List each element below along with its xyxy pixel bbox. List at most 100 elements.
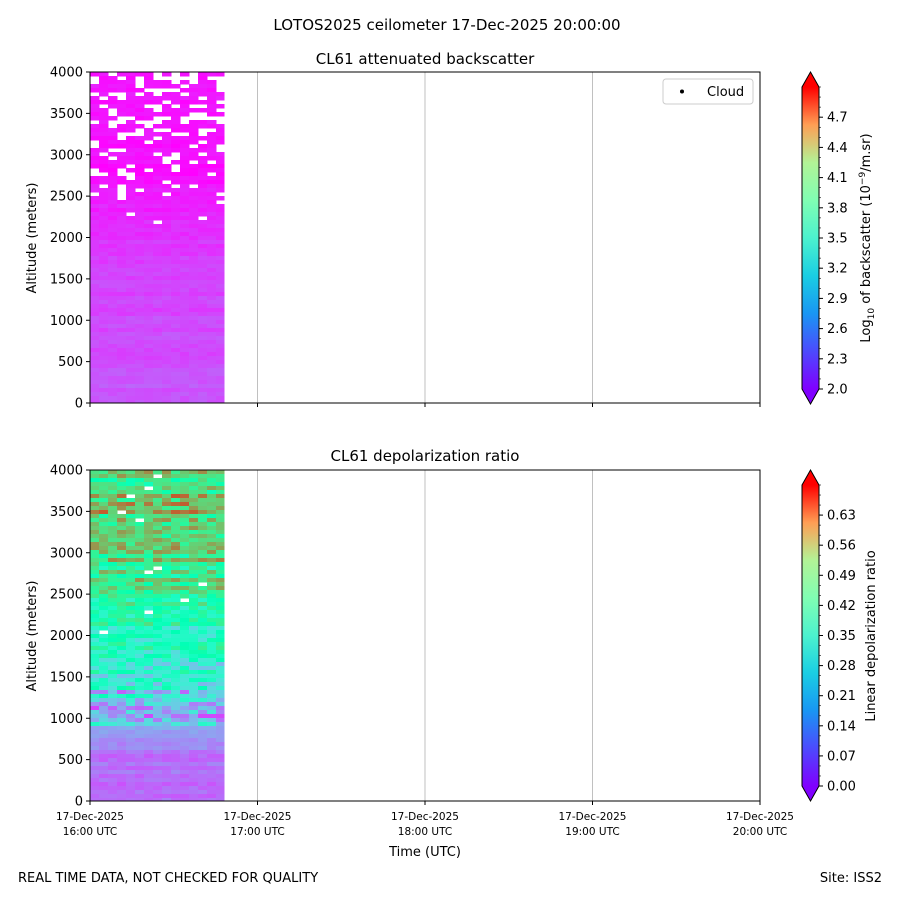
heatmap-cell bbox=[90, 514, 100, 519]
heatmap-cell bbox=[153, 148, 163, 153]
heatmap-cell bbox=[198, 530, 208, 535]
heatmap-cell bbox=[198, 702, 208, 707]
x-tick-label-time: 19:00 UTC bbox=[565, 826, 619, 838]
heatmap-cell bbox=[198, 160, 208, 165]
heatmap-cell bbox=[207, 368, 217, 373]
colorbar-tick-label: 0.14 bbox=[827, 719, 856, 734]
heatmap-cell bbox=[117, 204, 127, 209]
heatmap-cell bbox=[189, 582, 199, 587]
heatmap-cell bbox=[117, 152, 127, 157]
heatmap-cell bbox=[108, 280, 118, 285]
heatmap-cell bbox=[180, 292, 190, 297]
heatmap-cell bbox=[171, 204, 181, 209]
heatmap-cell bbox=[207, 518, 217, 523]
heatmap-cell bbox=[162, 228, 172, 233]
heatmap-cell bbox=[90, 482, 100, 487]
heatmap-cell bbox=[216, 714, 225, 719]
heatmap-cell bbox=[99, 204, 109, 209]
heatmap-cell bbox=[189, 726, 199, 731]
heatmap-cell bbox=[144, 112, 154, 117]
heatmap-cell bbox=[198, 678, 208, 683]
heatmap-cell bbox=[108, 654, 118, 659]
heatmap-cell bbox=[144, 292, 154, 297]
heatmap-cell bbox=[180, 602, 190, 607]
heatmap-cell bbox=[108, 136, 118, 141]
heatmap-cell bbox=[153, 726, 163, 731]
heatmap-cell bbox=[153, 216, 163, 221]
heatmap-cell bbox=[135, 364, 145, 369]
heatmap-cell bbox=[171, 762, 181, 767]
heatmap-cell bbox=[108, 224, 118, 229]
heatmap-cell bbox=[162, 296, 172, 301]
heatmap-cell bbox=[153, 328, 163, 333]
heatmap-cell bbox=[126, 698, 136, 703]
heatmap-cell bbox=[135, 184, 145, 189]
heatmap-cell bbox=[135, 392, 145, 397]
heatmap-cell bbox=[126, 308, 136, 313]
heatmap-cell bbox=[207, 100, 217, 105]
heatmap-cell bbox=[216, 778, 225, 783]
heatmap-cell bbox=[126, 192, 136, 197]
cb-label-sub: 10 bbox=[867, 308, 877, 320]
heatmap-cell bbox=[99, 108, 109, 113]
heatmap-cell bbox=[135, 478, 145, 483]
heatmap-cell bbox=[144, 754, 154, 759]
heatmap-cell bbox=[153, 706, 163, 711]
heatmap-cell bbox=[162, 236, 172, 241]
heatmap-cell bbox=[216, 678, 225, 683]
heatmap-cell bbox=[90, 300, 100, 305]
heatmap-cell bbox=[90, 738, 100, 743]
heatmap-cell bbox=[189, 650, 199, 655]
heatmap-cell bbox=[153, 482, 163, 487]
heatmap-cell bbox=[99, 762, 109, 767]
heatmap-cell bbox=[171, 192, 181, 197]
heatmap-cell bbox=[198, 590, 208, 595]
heatmap-cell bbox=[153, 598, 163, 603]
heatmap-cell bbox=[99, 136, 109, 141]
heatmap-cell bbox=[117, 88, 127, 93]
heatmap-cell bbox=[117, 566, 127, 571]
heatmap-cell bbox=[189, 164, 199, 169]
heatmap-cell bbox=[99, 590, 109, 595]
heatmap-cell bbox=[162, 140, 172, 145]
heatmap-cell bbox=[108, 244, 118, 249]
heatmap-cell bbox=[171, 706, 181, 711]
heatmap-cell bbox=[207, 180, 217, 185]
heatmap-cell bbox=[162, 698, 172, 703]
heatmap-cell bbox=[144, 498, 154, 503]
heatmap-cell bbox=[117, 742, 127, 747]
heatmap-cell bbox=[117, 558, 127, 563]
heatmap-cell bbox=[90, 474, 100, 479]
heatmap-cell bbox=[117, 626, 127, 631]
heatmap-cell bbox=[144, 774, 154, 779]
heatmap-cell bbox=[153, 670, 163, 675]
heatmap-cell bbox=[99, 598, 109, 603]
heatmap-cell bbox=[171, 148, 181, 153]
heatmap-cell bbox=[135, 718, 145, 723]
y-tick-label: 1500 bbox=[50, 670, 83, 685]
heatmap-cell bbox=[171, 566, 181, 571]
y-tick-label: 500 bbox=[58, 753, 83, 768]
heatmap-cell bbox=[108, 216, 118, 221]
heatmap-cell bbox=[207, 750, 217, 755]
heatmap-cell bbox=[162, 742, 172, 747]
heatmap-cell bbox=[90, 714, 100, 719]
heatmap-cell bbox=[144, 220, 154, 225]
heatmap-cell bbox=[90, 742, 100, 747]
heatmap-cell bbox=[162, 566, 172, 571]
heatmap-cell bbox=[189, 734, 199, 739]
heatmap-cell bbox=[216, 606, 225, 611]
heatmap-cell bbox=[99, 84, 109, 89]
heatmap-cell bbox=[207, 546, 217, 551]
heatmap-cell bbox=[162, 646, 172, 651]
heatmap-cell bbox=[126, 562, 136, 567]
heatmap-cell bbox=[90, 566, 100, 571]
heatmap-cell bbox=[171, 308, 181, 313]
heatmap-cell bbox=[90, 598, 100, 603]
heatmap-cell bbox=[117, 730, 127, 735]
heatmap-cell bbox=[108, 236, 118, 241]
heatmap-cell bbox=[90, 698, 100, 703]
heatmap-cell bbox=[99, 490, 109, 495]
heatmap-cell bbox=[99, 522, 109, 527]
heatmap-cell bbox=[135, 228, 145, 233]
